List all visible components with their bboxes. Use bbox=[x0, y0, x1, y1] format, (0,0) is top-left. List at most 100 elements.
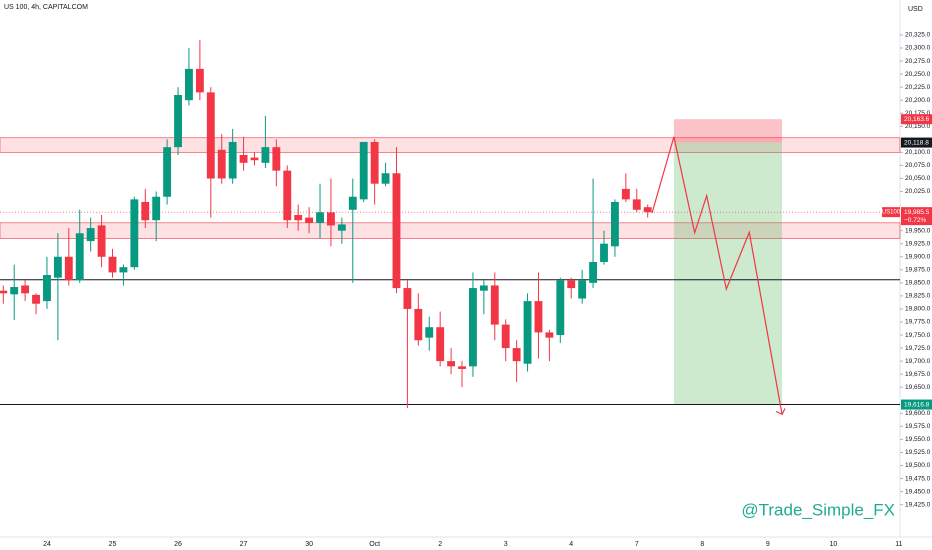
x-tick-label: 11 bbox=[895, 541, 902, 548]
price-badge bbox=[901, 399, 932, 410]
last-price-label: 19,985.5 bbox=[904, 209, 930, 216]
candle-body bbox=[621, 188, 630, 200]
candle-body bbox=[589, 261, 598, 283]
candle-body bbox=[86, 228, 95, 242]
candle-body bbox=[152, 196, 161, 221]
candle-body bbox=[53, 256, 62, 278]
candle-body bbox=[97, 225, 106, 257]
y-tick-label: 19,425.0 bbox=[905, 501, 931, 508]
candle-body bbox=[108, 256, 117, 273]
candle-body bbox=[534, 301, 543, 333]
candle-body bbox=[185, 68, 193, 101]
y-tick-label: 19,725.0 bbox=[905, 345, 931, 352]
y-tick-label: 19,550.0 bbox=[905, 436, 931, 443]
candle-body bbox=[414, 308, 423, 341]
candle-body bbox=[479, 285, 488, 291]
y-tick-label: 20,025.0 bbox=[905, 188, 931, 195]
price-badge bbox=[901, 114, 932, 125]
price-badge-label: 20,163.6 bbox=[904, 116, 930, 123]
symbol-label: US100 bbox=[882, 210, 901, 216]
x-tick-label: 9 bbox=[766, 541, 770, 548]
y-tick-label: 19,925.0 bbox=[905, 240, 931, 247]
x-tick-label: 7 bbox=[635, 541, 639, 548]
candle-body bbox=[174, 94, 182, 148]
candle-body bbox=[195, 68, 204, 93]
x-tick-label: Oct bbox=[369, 541, 380, 548]
candle-body bbox=[403, 288, 412, 309]
y-tick-label: 19,700.0 bbox=[905, 358, 931, 365]
target-box bbox=[673, 142, 783, 405]
watermark: @Trade_Simple_FX bbox=[741, 500, 895, 519]
candle-body bbox=[469, 288, 477, 367]
symbol-badge bbox=[882, 207, 900, 218]
candle-body bbox=[10, 287, 19, 295]
y-tick-label: 19,475.0 bbox=[905, 475, 931, 482]
y-tick-label: 19,900.0 bbox=[905, 253, 931, 260]
y-tick-label: 20,050.0 bbox=[905, 175, 931, 182]
candle-body bbox=[0, 290, 8, 294]
candle-body bbox=[436, 327, 445, 362]
candle-body bbox=[32, 294, 40, 304]
price-badge-label: 20,118.8 bbox=[904, 139, 929, 146]
y-tick-label: 20,075.0 bbox=[905, 162, 931, 169]
candle-body bbox=[523, 301, 532, 364]
price-badge-label: 19,616.8 bbox=[904, 401, 930, 408]
y-tick-label: 19,500.0 bbox=[905, 462, 931, 469]
candle-body bbox=[392, 173, 401, 289]
y-tick-label: 19,650.0 bbox=[905, 384, 931, 391]
last-price-change: −0.72% bbox=[904, 217, 926, 224]
plot bbox=[0, 40, 901, 416]
candle-body bbox=[250, 157, 259, 161]
currency: USD bbox=[908, 6, 923, 13]
x-tick-label: 10 bbox=[829, 541, 837, 548]
x-tick-label: 27 bbox=[240, 541, 248, 548]
candle-body bbox=[327, 212, 335, 226]
y-tick-label: 20,150.0 bbox=[905, 123, 931, 130]
y-tick-label: 19,450.0 bbox=[905, 488, 931, 495]
x-tick-label: 4 bbox=[569, 541, 573, 548]
candle-body bbox=[348, 196, 357, 210]
x-tick-label: 30 bbox=[305, 541, 313, 548]
candle-body bbox=[490, 285, 499, 325]
candle-body bbox=[119, 267, 128, 273]
y-tick-label: 20,225.0 bbox=[905, 84, 931, 91]
candle-body bbox=[130, 199, 139, 268]
y-tick-label: 19,850.0 bbox=[905, 280, 931, 287]
projection-path bbox=[651, 136, 783, 415]
y-tick-label: 19,575.0 bbox=[905, 423, 931, 430]
candle-body bbox=[556, 280, 565, 336]
candle-body bbox=[458, 366, 466, 369]
candle-body bbox=[600, 243, 608, 262]
y-tick-label: 19,675.0 bbox=[905, 371, 931, 378]
price-badge bbox=[901, 137, 932, 148]
arrow-head bbox=[775, 408, 786, 416]
y-tick-label: 19,775.0 bbox=[905, 319, 931, 326]
x-tick-label: 25 bbox=[109, 541, 117, 548]
candle-body bbox=[217, 149, 226, 179]
candle-body bbox=[272, 147, 281, 171]
x-tick-label: 8 bbox=[700, 541, 704, 548]
candle-body bbox=[228, 141, 237, 179]
candle-body bbox=[578, 280, 587, 299]
candle-body bbox=[447, 361, 456, 367]
y-tick-label: 20,300.0 bbox=[905, 45, 931, 52]
y-tick-label: 19,950.0 bbox=[905, 227, 931, 234]
y-tick-label: 20,100.0 bbox=[905, 149, 931, 156]
candle-body bbox=[610, 201, 619, 247]
candle-body bbox=[75, 233, 84, 281]
candle-body bbox=[567, 280, 576, 289]
y-tick-label: 19,600.0 bbox=[905, 410, 931, 417]
candle-body bbox=[643, 207, 652, 213]
candle-body bbox=[294, 215, 303, 221]
last-price-badge bbox=[901, 207, 932, 226]
y-tick-label: 20,325.0 bbox=[905, 32, 931, 39]
candle-body bbox=[316, 212, 324, 223]
candle-body bbox=[425, 327, 434, 338]
candle-body bbox=[206, 92, 215, 179]
x-tick-label: 2 bbox=[438, 541, 442, 548]
candle-body bbox=[64, 256, 73, 281]
candle-body bbox=[305, 217, 314, 223]
y-tick-label: 19,875.0 bbox=[905, 267, 931, 274]
candle-body bbox=[501, 324, 510, 349]
